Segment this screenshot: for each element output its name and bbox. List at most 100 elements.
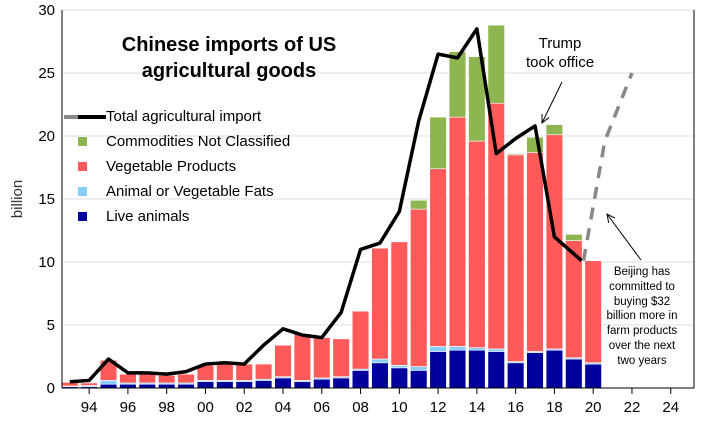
bar-segment [351, 370, 370, 389]
annotation-beijing-line-5: farm products [606, 325, 678, 338]
annotation-beijing-line-4: billion more in [606, 310, 678, 323]
bar-segment [545, 124, 564, 136]
x-tick-label: 00 [197, 399, 214, 416]
stacked-bars [61, 24, 602, 389]
bar-segment [138, 373, 156, 384]
bar-segment [468, 349, 486, 389]
y-tick-label: 10 [38, 254, 55, 271]
bar-segment [565, 233, 583, 241]
legend-item-commodities: Commodities Not Classified [64, 129, 290, 154]
bar-segment [119, 383, 137, 389]
annotation-beijing: Beijing has committed to buying $32 bill… [593, 265, 691, 369]
x-tick-label: 14 [469, 399, 486, 416]
bar-segment [80, 382, 98, 386]
bar-segment [468, 140, 486, 348]
legend-label-fats: Animal or Vegetable Fats [106, 183, 274, 200]
bar-segment [410, 199, 428, 210]
bar-segment [119, 373, 137, 384]
legend-swatch-vegetable [78, 162, 87, 171]
bar-segment [468, 56, 486, 142]
bar-segment [468, 347, 486, 351]
x-tick-label: 04 [275, 399, 292, 416]
bar-segment [158, 383, 176, 389]
bar-segment [429, 116, 447, 170]
axes: 0 5 10 15 20 25 30 94 96 98 00 02 04 06 08 10 12 14 16 18 20… [9, 2, 695, 416]
bar-segment [332, 377, 350, 389]
bar-segment [507, 154, 525, 362]
annotation-trump-line-2: took office [525, 54, 595, 71]
annotation-trump: Trump took office [508, 34, 612, 72]
legend-label-live-animals: Live animals [106, 208, 190, 225]
bar-segment [487, 351, 505, 389]
bar-segment [371, 247, 389, 360]
beijing-arrow [606, 213, 642, 261]
y-tick-label: 5 [47, 317, 55, 334]
annotation-beijing-line-6: over the next [608, 339, 676, 352]
x-tick-label: 08 [352, 399, 369, 416]
y-tick-label: 20 [38, 128, 55, 145]
bar-segment [158, 375, 176, 384]
bar-segment [526, 352, 544, 389]
annotation-beijing-line-2: committed to [609, 280, 675, 293]
bar-segment [216, 363, 234, 381]
bar-segment [429, 346, 447, 352]
legend-item-fats: Animal or Vegetable Fats [64, 179, 290, 204]
bar-segment [410, 366, 428, 371]
bar-segment [293, 333, 312, 381]
bar-segment [545, 349, 564, 389]
bar-segment [410, 370, 428, 389]
bar-segment [390, 367, 408, 389]
bar-segment [216, 381, 234, 389]
legend-swatch-live-animals [78, 212, 87, 221]
y-tick-label: 0 [47, 380, 55, 397]
annotation-beijing-line-3: buying $32 [613, 295, 671, 308]
x-tick-label: 98 [158, 399, 175, 416]
bar-segment [351, 310, 370, 370]
bar-segment [390, 365, 408, 369]
legend: Total agricultural import Commodities No… [64, 104, 290, 229]
x-tick-label: 12 [430, 399, 447, 416]
legend-swatch-total [64, 104, 106, 129]
trump-arrow [541, 81, 563, 124]
bar-segment [254, 363, 273, 380]
legend-label-commodities: Commodities Not Classified [106, 133, 291, 150]
legend-item-vegetable: Vegetable Products [64, 154, 290, 179]
bar-segment [584, 260, 602, 364]
bar-segment [448, 346, 467, 351]
bar-segment [410, 208, 428, 367]
bar-segment [99, 380, 118, 385]
y-axis-label: billion [9, 180, 26, 218]
bar-segment [313, 378, 331, 389]
bar-segment [254, 380, 273, 389]
legend-item-total: Total agricultural import [64, 104, 290, 129]
bar-segment [235, 363, 253, 381]
annotation-arrows [541, 81, 642, 261]
bar-segment [196, 381, 215, 389]
bar-segment [235, 381, 253, 389]
bar-segment [138, 383, 156, 389]
annotation-beijing-line-7: two years [617, 354, 667, 367]
bar-segment [390, 241, 408, 366]
legend-item-live-animals: Live animals [64, 204, 290, 229]
chart-title-line-1: Chinese imports of US [121, 34, 337, 56]
bar-segment [448, 349, 467, 389]
legend-label-total: Total agricultural import [106, 108, 262, 125]
x-tick-label: 22 [624, 399, 641, 416]
bar-segment [429, 168, 447, 347]
legend-swatch-fats [78, 187, 87, 196]
bar-segment [371, 362, 389, 389]
bar-segment [332, 338, 350, 377]
annotation-beijing-line-1: Beijing has [613, 266, 671, 278]
x-tick-label: 94 [81, 399, 98, 416]
bar-segment [507, 153, 525, 156]
x-tick-label: 24 [662, 399, 679, 416]
x-tick-label: 96 [120, 399, 137, 416]
chart-title: Chinese imports of US agricultural goods [86, 32, 372, 84]
bar-segment [99, 383, 118, 389]
bar-segment [487, 24, 505, 104]
bar-segment [177, 373, 195, 384]
annotation-trump-line-1: Trump [538, 35, 582, 52]
bar-segment [371, 358, 389, 364]
x-tick-label: 20 [585, 399, 602, 416]
